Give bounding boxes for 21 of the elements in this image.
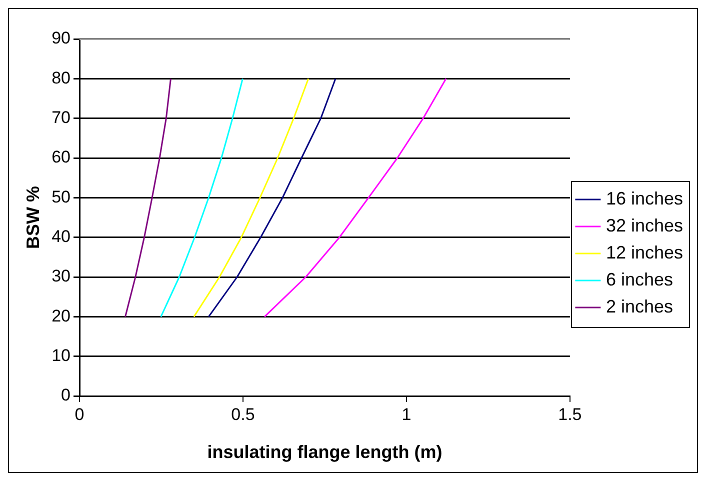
x-axis-title: insulating flange length (m) bbox=[207, 442, 442, 462]
y-tick-label: 20 bbox=[52, 306, 71, 326]
y-tick-label: 50 bbox=[52, 187, 71, 206]
x-tick-label: 0.5 bbox=[231, 404, 255, 424]
legend-label: 32 inches bbox=[606, 215, 684, 236]
x-tick-label: 1.5 bbox=[558, 404, 582, 424]
legend-label: 16 inches bbox=[606, 188, 684, 208]
y-tick-label: 90 bbox=[52, 28, 71, 48]
y-tick-label: 60 bbox=[52, 148, 71, 167]
y-axis-title: BSW % bbox=[22, 186, 43, 249]
y-tick-label: 0 bbox=[61, 386, 71, 405]
legend-label: 12 inches bbox=[606, 242, 684, 262]
y-tick-label: 10 bbox=[52, 346, 71, 366]
legend-label: 6 inches bbox=[606, 269, 673, 290]
x-tick-label: 0 bbox=[74, 404, 84, 424]
legend-label: 2 inches bbox=[606, 296, 673, 316]
y-tick-label: 70 bbox=[52, 108, 71, 128]
y-tick-label: 80 bbox=[52, 68, 71, 88]
x-tick-label: 1 bbox=[402, 404, 412, 424]
y-tick-label: 40 bbox=[52, 227, 71, 246]
y-tick-label: 30 bbox=[52, 266, 71, 286]
